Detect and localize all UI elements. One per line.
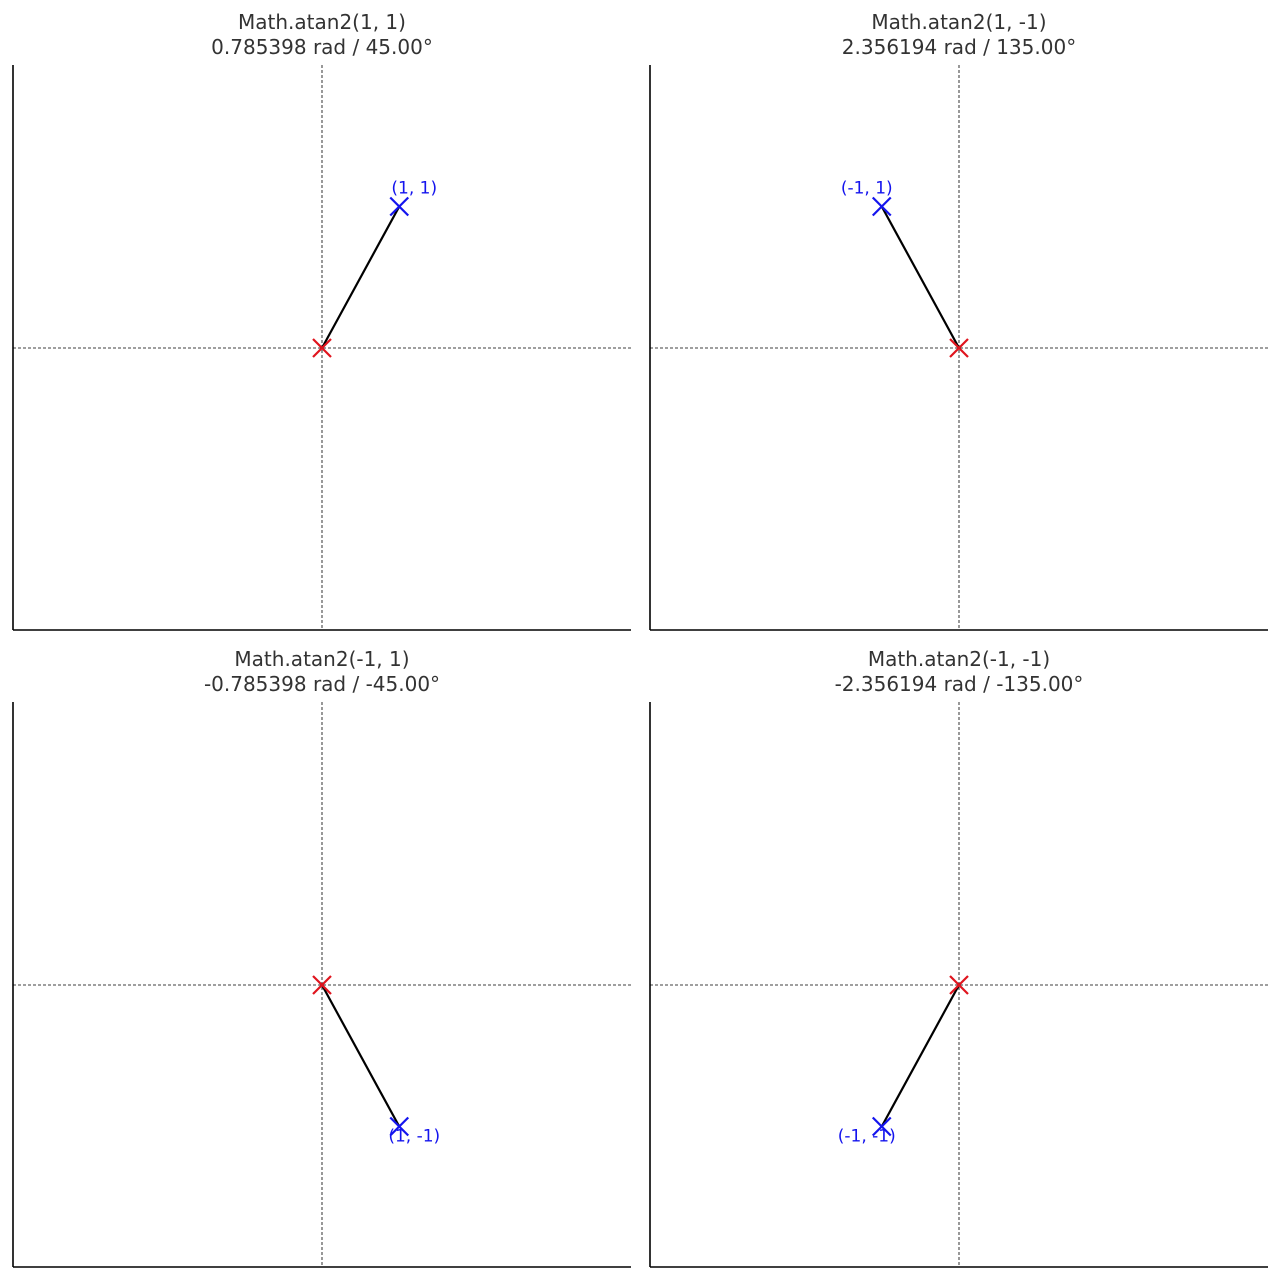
point-marker [871, 196, 892, 217]
point-marker [389, 1116, 410, 1137]
subplot-title: Math.atan2(-1, 1) [234, 647, 409, 671]
subplot-subtitle: 0.785398 rad / 45.00° [211, 35, 433, 59]
subplot-subtitle: -2.356194 rad / -135.00° [835, 672, 1084, 696]
origin-marker [312, 975, 332, 995]
subplot-2: Math.atan2(1, -1)2.356194 rad / 135.00° (… [649, 10, 1268, 631]
vector-line [321, 984, 401, 1128]
vector-line [880, 205, 960, 349]
subplot-title: Math.atan2(1, -1) [871, 10, 1046, 34]
point-label: (1, 1) [391, 179, 437, 199]
vector-line [321, 205, 401, 349]
subplot-3: Math.atan2(-1, 1)-0.785398 rad / -45.00°… [12, 647, 631, 1268]
origin-marker [312, 338, 332, 358]
point-marker [871, 1116, 892, 1137]
subplot-1: Math.atan2(1, 1)0.785398 rad / 45.00° (1,… [12, 10, 631, 631]
origin-marker [949, 338, 969, 358]
vector-line [880, 984, 960, 1128]
point-label: (-1, 1) [841, 179, 893, 199]
subplot-title: Math.atan2(1, 1) [238, 10, 406, 34]
subplot-subtitle: -0.785398 rad / -45.00° [204, 672, 440, 696]
point-label: (-1, -1) [838, 1127, 896, 1147]
subplot-4: Math.atan2(-1, -1)-2.356194 rad / -135.0… [649, 647, 1268, 1268]
origin-marker [949, 975, 969, 995]
subplot-subtitle: 2.356194 rad / 135.00° [842, 35, 1076, 59]
point-label: (1, -1) [388, 1127, 440, 1147]
point-marker [389, 196, 410, 217]
subplot-title: Math.atan2(-1, -1) [868, 647, 1050, 671]
